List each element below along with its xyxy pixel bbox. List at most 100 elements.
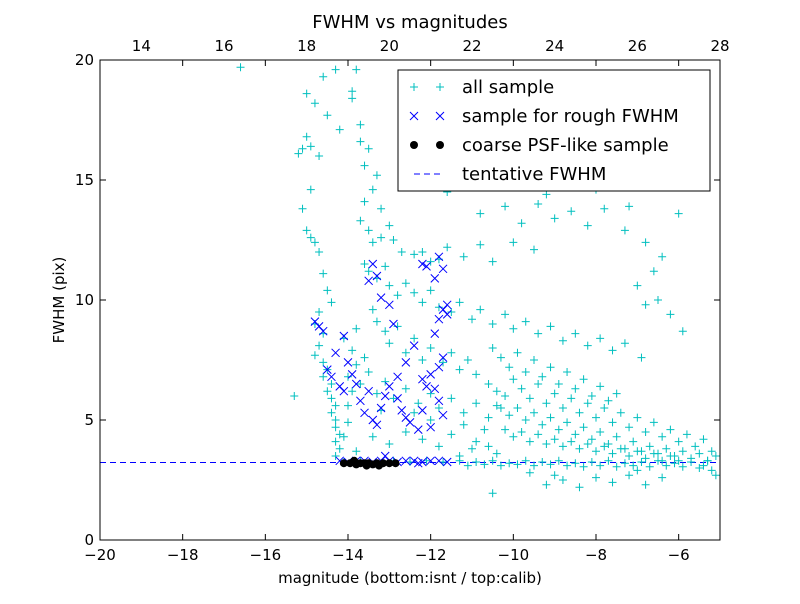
data-point [384, 382, 394, 391]
data-point [620, 339, 629, 348]
data-point [641, 480, 650, 489]
data-point [629, 461, 638, 470]
data-point [438, 264, 448, 274]
data-point [318, 326, 328, 336]
top-tick-label: 22 [462, 37, 481, 55]
x-tick-label: −10 [498, 546, 530, 564]
data-point [480, 425, 489, 434]
data-point [331, 65, 340, 74]
legend-marker [436, 141, 444, 149]
data-point [608, 478, 617, 487]
top-tick-label: 28 [710, 37, 729, 55]
data-point [348, 87, 357, 96]
data-point [468, 315, 476, 324]
data-point [662, 461, 671, 470]
y-tick-label: 10 [75, 291, 94, 309]
data-point [331, 401, 340, 410]
data-point [587, 458, 596, 466]
top-tick-label: 26 [628, 37, 647, 55]
data-point [505, 411, 514, 420]
data-point [513, 404, 522, 412]
data-point [298, 204, 307, 213]
data-point [592, 413, 600, 422]
data-point [488, 257, 497, 266]
data-point [364, 144, 373, 153]
legend-entry: all sample [410, 77, 554, 98]
x-tick-label: −20 [84, 546, 116, 564]
data-point [666, 452, 675, 460]
data-point [587, 435, 596, 444]
data-point [335, 125, 344, 134]
data-point [608, 418, 617, 427]
data-point [678, 447, 687, 456]
data-point [377, 204, 386, 213]
data-point [583, 440, 592, 448]
legend-marker [409, 111, 419, 121]
data-point [364, 386, 374, 396]
data-point [472, 458, 481, 466]
data-point [579, 375, 588, 384]
data-point [596, 461, 605, 470]
data-point [372, 420, 382, 430]
data-point [447, 348, 456, 357]
data-point [410, 408, 419, 417]
x-tick-label: −8 [585, 546, 607, 564]
data-point [567, 207, 576, 216]
data-point [405, 418, 415, 427]
data-point [604, 396, 613, 405]
data-point [604, 440, 613, 448]
y-tick-label: 15 [75, 171, 94, 189]
data-point [546, 460, 555, 469]
data-point [381, 377, 390, 386]
data-point [674, 437, 683, 446]
data-point [554, 456, 563, 465]
data-point [517, 219, 526, 228]
data-point [567, 394, 576, 403]
data-point [472, 370, 481, 379]
data-point [360, 260, 369, 268]
data-point [517, 428, 526, 436]
data-point [418, 248, 427, 256]
data-point [596, 334, 605, 343]
data-point [426, 257, 435, 266]
data-point [410, 288, 419, 297]
data-point [579, 423, 588, 432]
data-point [360, 161, 369, 170]
data-point [364, 226, 373, 235]
data-point [633, 281, 642, 290]
series-1 [310, 252, 452, 468]
data-point [620, 226, 629, 235]
data-point [699, 435, 708, 444]
data-point [534, 380, 543, 388]
data-point [397, 406, 407, 415]
data-point [356, 120, 365, 129]
data-point [600, 204, 609, 213]
y-tick-label: 5 [84, 411, 94, 429]
data-point [389, 236, 398, 244]
data-point [401, 358, 411, 367]
data-point [517, 384, 526, 393]
data-point [410, 250, 419, 259]
data-point [525, 394, 534, 403]
top-tick-label: 20 [380, 37, 399, 55]
data-point [426, 456, 436, 466]
data-point [348, 94, 357, 103]
data-point [637, 458, 646, 466]
data-point [389, 394, 398, 403]
data-point [335, 430, 344, 439]
data-point [563, 418, 572, 427]
data-point [401, 279, 410, 288]
data-point [315, 248, 324, 256]
data-point [501, 310, 510, 319]
legend-label: tentative FWHM [462, 164, 606, 185]
data-point [567, 437, 576, 446]
data-point [645, 442, 654, 451]
data-point [447, 308, 456, 316]
y-axis-label: FWHM (pix) [50, 257, 68, 344]
data-point [315, 308, 324, 316]
data-point [344, 418, 352, 427]
legend-marker [410, 83, 418, 91]
data-point [344, 372, 352, 381]
data-point [649, 418, 658, 427]
data-point [393, 372, 402, 382]
